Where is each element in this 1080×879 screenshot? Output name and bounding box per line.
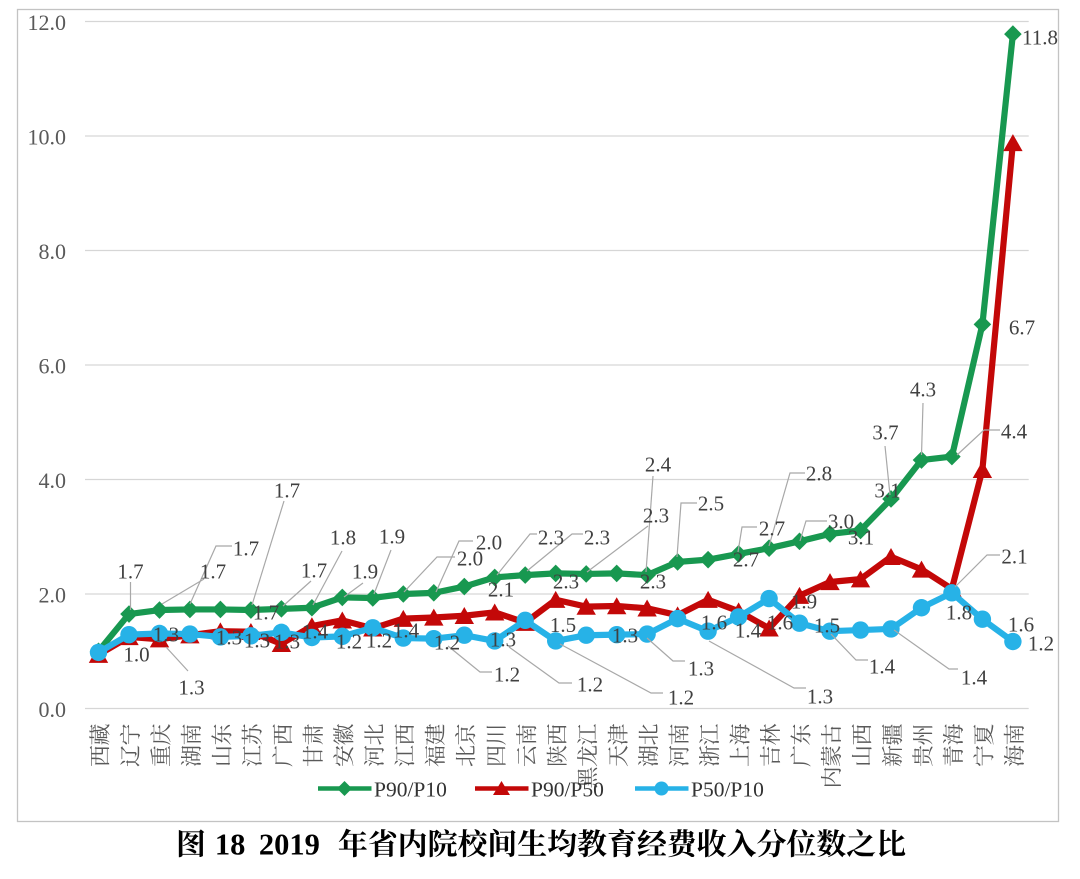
svg-text:2.1: 2.1 — [1001, 544, 1027, 568]
svg-text:2.0: 2.0 — [457, 546, 483, 570]
svg-text:18: 18 — [215, 828, 246, 862]
svg-text:1.4: 1.4 — [302, 619, 329, 643]
svg-text:1.9: 1.9 — [379, 524, 405, 548]
svg-text:1.4: 1.4 — [869, 654, 896, 678]
svg-text:1.8: 1.8 — [946, 600, 972, 624]
svg-text:4.3: 4.3 — [910, 377, 936, 401]
svg-text:4.0: 4.0 — [39, 468, 67, 493]
svg-text:1.4: 1.4 — [393, 618, 420, 642]
svg-text:2019: 2019 — [259, 828, 320, 862]
svg-text:3.0: 3.0 — [828, 509, 854, 533]
svg-text:1.5: 1.5 — [550, 613, 576, 637]
svg-text:1.2: 1.2 — [366, 628, 392, 652]
svg-text:3.7: 3.7 — [872, 420, 898, 444]
svg-text:1.8: 1.8 — [330, 525, 356, 549]
svg-text:1.3: 1.3 — [216, 625, 242, 649]
svg-text:2.0: 2.0 — [476, 530, 502, 554]
svg-text:P90/P10: P90/P10 — [374, 777, 447, 801]
svg-text:2.7: 2.7 — [733, 547, 759, 571]
svg-text:12.0: 12.0 — [28, 10, 67, 35]
svg-text:2.8: 2.8 — [806, 461, 832, 485]
svg-text:2.0: 2.0 — [39, 583, 67, 608]
svg-text:1.3: 1.3 — [274, 629, 300, 653]
svg-text:2.3: 2.3 — [643, 503, 669, 527]
svg-text:0.0: 0.0 — [39, 697, 67, 722]
svg-text:2.4: 2.4 — [645, 452, 672, 476]
svg-text:1.7: 1.7 — [301, 558, 327, 582]
svg-text:1.0: 1.0 — [123, 642, 149, 666]
svg-text:1.4: 1.4 — [735, 618, 762, 642]
svg-text:1.9: 1.9 — [791, 589, 817, 613]
svg-text:P90/P50: P90/P50 — [531, 777, 604, 801]
svg-text:1.7: 1.7 — [117, 559, 143, 583]
svg-text:3.1: 3.1 — [848, 525, 874, 549]
svg-text:2.5: 2.5 — [698, 491, 724, 515]
svg-text:1.7: 1.7 — [253, 600, 279, 624]
svg-text:6.7: 6.7 — [1009, 315, 1035, 339]
svg-text:1.7: 1.7 — [274, 478, 300, 502]
svg-text:1.4: 1.4 — [961, 665, 988, 689]
svg-text:2.3: 2.3 — [584, 525, 610, 549]
svg-text:1.3: 1.3 — [807, 684, 833, 708]
svg-text:8.0: 8.0 — [39, 239, 67, 264]
svg-text:2.7: 2.7 — [759, 516, 785, 540]
svg-text:1.3: 1.3 — [688, 656, 714, 680]
svg-text:2.3: 2.3 — [640, 569, 666, 593]
svg-text:1.6: 1.6 — [701, 610, 727, 634]
svg-text:1.7: 1.7 — [233, 536, 259, 560]
svg-text:1.6: 1.6 — [767, 610, 793, 634]
svg-text:1.2: 1.2 — [1028, 631, 1054, 655]
svg-text:P50/P10: P50/P10 — [691, 777, 764, 801]
svg-text:6.0: 6.0 — [39, 354, 67, 379]
svg-text:3.1: 3.1 — [874, 478, 900, 502]
svg-text:11.8: 11.8 — [1022, 25, 1058, 49]
svg-text:1.2: 1.2 — [668, 685, 694, 709]
svg-text:1.3: 1.3 — [244, 628, 270, 652]
svg-text:10.0: 10.0 — [28, 125, 67, 150]
svg-text:1.3: 1.3 — [178, 675, 204, 699]
svg-text:1.2: 1.2 — [494, 662, 520, 686]
svg-text:1.3: 1.3 — [612, 623, 638, 647]
svg-text:1.2: 1.2 — [336, 629, 362, 653]
svg-text:1.9: 1.9 — [352, 559, 378, 583]
svg-text:1.5: 1.5 — [814, 613, 840, 637]
svg-text:4.4: 4.4 — [1001, 419, 1028, 443]
svg-text:1.2: 1.2 — [434, 630, 460, 654]
svg-text:1.6: 1.6 — [1008, 612, 1034, 636]
svg-text:1.3: 1.3 — [153, 622, 179, 646]
svg-text:2.3: 2.3 — [538, 525, 564, 549]
svg-text:1.2: 1.2 — [577, 672, 603, 696]
svg-text:1.3: 1.3 — [490, 627, 516, 651]
svg-text:1.7: 1.7 — [200, 559, 226, 583]
svg-text:2.3: 2.3 — [553, 569, 579, 593]
svg-text:2.1: 2.1 — [488, 577, 514, 601]
